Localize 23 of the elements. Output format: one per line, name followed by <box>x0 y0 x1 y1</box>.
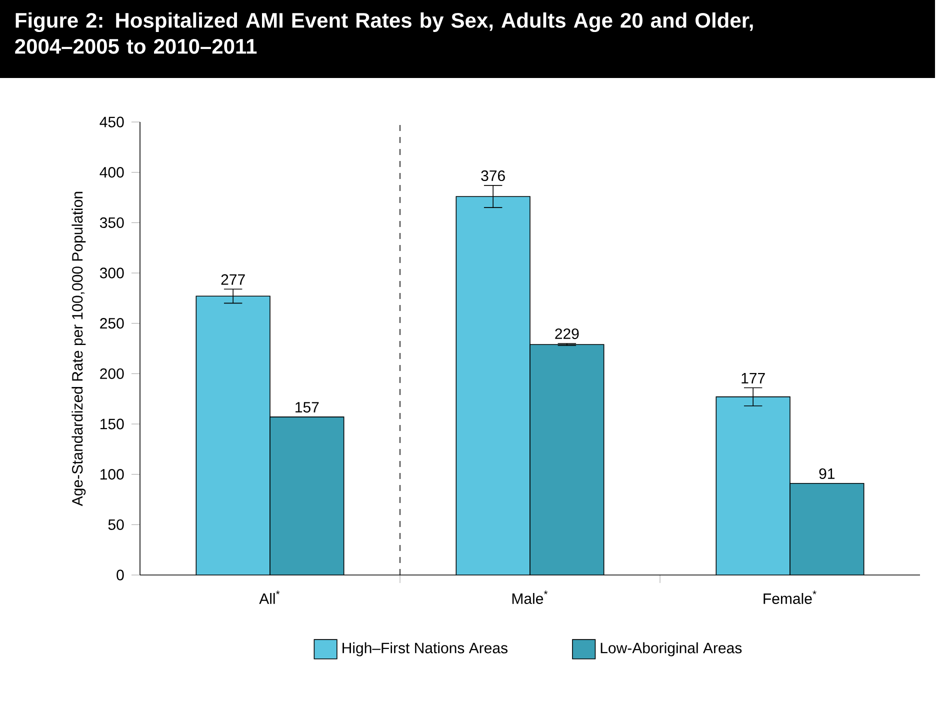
data-label: 229 <box>555 328 579 340</box>
chart-title: Figure 2: Hospitalized AMI Event Rates by Sex, Adults Age 20 and Older, 2004–2005 to 2010–2011 <box>15 12 753 54</box>
data-label: 277 <box>221 274 245 285</box>
x-tick-label: Male$^{*}$ <box>512 590 548 604</box>
y-tick-label: 50 <box>108 519 124 530</box>
y-tick-label: 350 <box>100 217 124 228</box>
y-tick-label: 100 <box>100 469 124 480</box>
legend-label: Low-Aboriginal Areas <box>600 642 742 656</box>
legend-label: High–First Nations Areas <box>342 642 508 656</box>
y-axis-title: Age-Standardized Rate per 100,000 Population <box>72 192 86 506</box>
x-tick-label: Female$^{*}$ <box>764 590 816 604</box>
data-label: 91 <box>819 468 835 480</box>
y-tick-label: 400 <box>100 167 124 178</box>
data-label: 157 <box>296 402 319 413</box>
y-tick-label: 150 <box>100 418 124 430</box>
y-tick-label: 0 <box>116 570 124 580</box>
data-label: 376 <box>481 170 505 182</box>
y-tick-label: 300 <box>100 268 124 278</box>
data-label: 177 <box>742 373 765 384</box>
y-tick-label: 450 <box>100 116 124 128</box>
y-tick-label: 250 <box>100 318 124 329</box>
x-tick-label: All$^{*}$ <box>259 590 280 604</box>
y-tick-label: 200 <box>100 368 124 379</box>
